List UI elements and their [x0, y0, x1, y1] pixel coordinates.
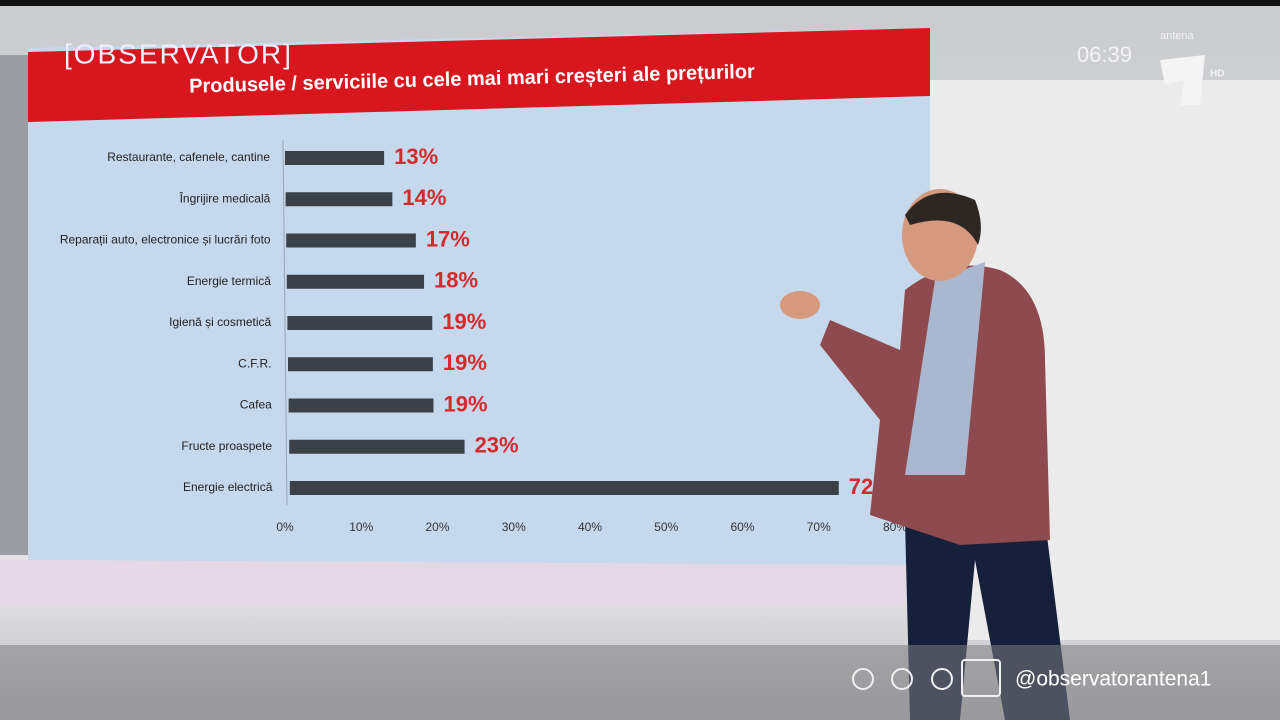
bar: [288, 357, 433, 372]
x-tick-label: 20%: [425, 520, 449, 534]
bar: [286, 233, 416, 248]
x-tick-label: 60%: [730, 520, 754, 534]
clock: 06:39: [1077, 42, 1132, 67]
presenter-hair: [905, 192, 981, 245]
bar: [289, 481, 839, 495]
y-axis-line: [282, 139, 288, 506]
x-tick-label: 50%: [654, 520, 678, 534]
x-tick-label: 10%: [349, 520, 373, 534]
value-label: 17%: [426, 226, 470, 251]
value-label: 23%: [475, 433, 519, 458]
x-tick-label: 0%: [276, 520, 294, 534]
value-label: 19%: [442, 309, 486, 334]
screen-glow: [0, 560, 930, 605]
value-label: 19%: [443, 391, 487, 416]
value-label: 18%: [434, 268, 478, 293]
category-label: Îngrijire medicală: [179, 190, 271, 205]
bar: [286, 274, 425, 289]
bar: [285, 192, 393, 207]
hd-badge: HD: [1210, 69, 1224, 80]
presenter-shirt: [905, 262, 985, 475]
bar: [285, 151, 385, 165]
value-label: 13%: [394, 144, 438, 169]
bar: [289, 439, 465, 454]
value-label: 19%: [443, 350, 487, 375]
x-tick-label: 40%: [578, 520, 602, 534]
chart-screen: [28, 28, 930, 565]
category-label: Igienă și cosmetică: [169, 315, 271, 329]
social-handle: @observatorantena1: [1015, 668, 1211, 691]
x-tick-label: 30%: [502, 520, 526, 534]
bottom-bar: [0, 645, 1280, 720]
social-icons: [852, 659, 1001, 697]
top-edge: [0, 0, 1280, 6]
category-label: Energie termică: [187, 274, 271, 288]
category-label: Cafea: [240, 398, 272, 412]
category-label: Reparații auto, electronice și lucrări f…: [60, 233, 271, 247]
category-label: Energie electrică: [183, 480, 273, 494]
x-tick-label: 70%: [807, 520, 831, 534]
value-label: 14%: [402, 185, 446, 210]
bar: [288, 398, 434, 413]
presenter-hand: [780, 291, 820, 319]
channel-logo: [OBSERVATOR]: [64, 38, 293, 69]
antena1-logo: [1160, 55, 1205, 105]
channel-name: antena: [1160, 30, 1195, 42]
category-label: Restaurante, cafenele, cantine: [107, 150, 270, 164]
category-label: C.F.R.: [238, 356, 271, 370]
bar: [287, 316, 433, 330]
category-label: Fructe proaspete: [181, 439, 272, 453]
title-band: [28, 28, 930, 122]
plot: 0% 10% 20% 30% 40% 50% 60% 70% 80%Restaurante, c…: [60, 144, 908, 534]
